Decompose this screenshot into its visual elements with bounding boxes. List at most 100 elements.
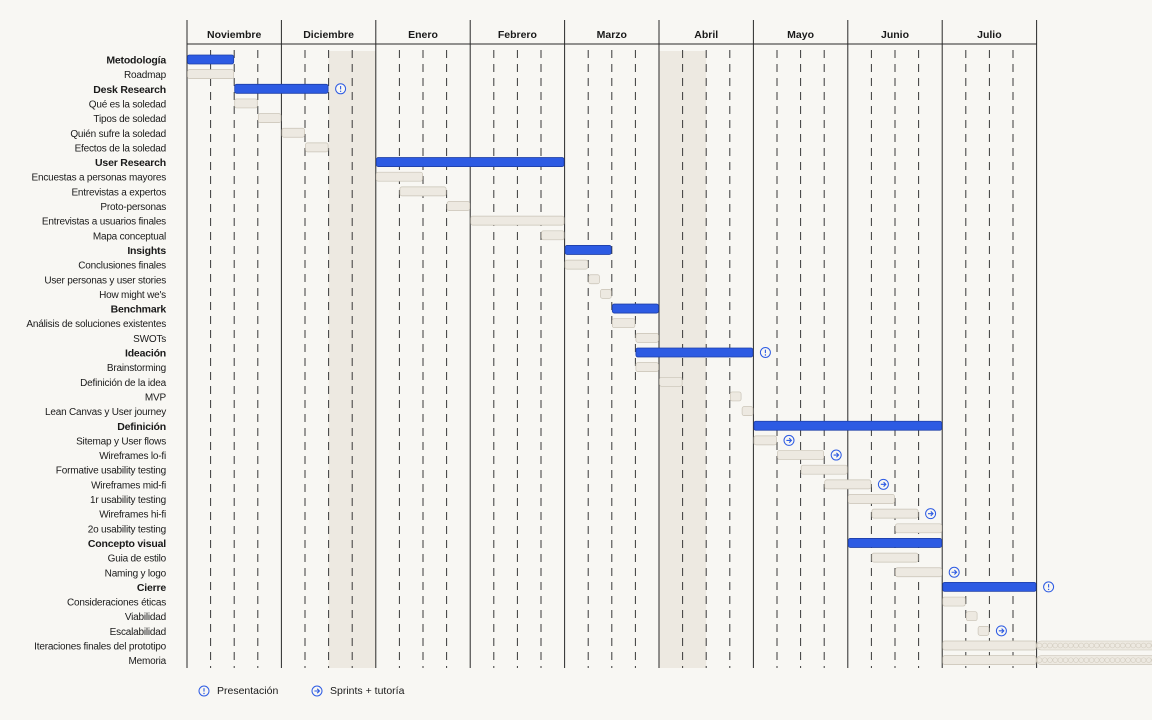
task-label: Conclusiones finales (78, 261, 166, 272)
task-bar-extension (1036, 640, 1152, 651)
task-label: User personas y user stories (44, 275, 166, 286)
phase-bar (187, 54, 235, 65)
presentation-icon (335, 83, 347, 95)
phase-label: Definición (117, 421, 166, 433)
task-bar (741, 406, 754, 416)
task-bar (942, 596, 966, 607)
task-label: SWOTs (133, 334, 166, 345)
arrow-right-circle-icon (830, 449, 842, 461)
month-label: Diciembre (303, 29, 354, 41)
task-bar (305, 142, 329, 153)
legend-label: Sprints + tutoría (330, 685, 405, 697)
task-label: Wireframes lo-fi (99, 451, 166, 462)
task-label: Viabilidad (125, 612, 166, 623)
phase-bar (753, 420, 943, 431)
task-label: Iteraciones finales del prototipo (34, 642, 166, 653)
task-bar (234, 98, 258, 109)
task-bar (847, 494, 895, 504)
month-label: Abril (694, 29, 718, 41)
task-bar (977, 625, 990, 636)
grid-lines (186, 20, 1038, 668)
task-bar (895, 523, 943, 534)
row-labels: Metodología Roadmap Desk Research Qué es la… (26, 55, 166, 668)
task-label: Wireframes mid-fi (91, 480, 166, 491)
task-label: Proto-personas (100, 202, 166, 213)
task-bar-extension (1036, 655, 1152, 665)
phase-label: Ideación (125, 348, 166, 360)
task-label: Sitemap y User flows (76, 436, 166, 447)
bars (187, 54, 1152, 666)
task-bar (965, 611, 978, 622)
task-bar (635, 362, 659, 372)
phase-label: Benchmark (111, 304, 167, 316)
task-bar (777, 450, 825, 460)
task-bar (375, 171, 423, 182)
arrow-right-circle-icon (311, 685, 323, 697)
presentation-icon (1043, 581, 1055, 593)
legend-label: Presentación (217, 685, 279, 697)
task-bar (600, 289, 612, 299)
phase-label: Insights (127, 245, 166, 257)
task-label: Brainstorming (107, 363, 166, 374)
month-label: Junio (881, 29, 909, 41)
month-label: Mayo (787, 29, 814, 41)
task-bar (281, 127, 305, 138)
task-label: Qué es la soledad (89, 99, 166, 110)
task-label: 1r usability testing (90, 495, 166, 506)
month-label: Julio (977, 29, 1002, 41)
month-label: Enero (408, 29, 438, 41)
month-headers: Noviembre Diciembre Enero Febrero Marzo Abril… (207, 29, 1002, 41)
task-bar (541, 230, 565, 241)
task-bar (942, 640, 1037, 651)
phase-label: User Research (95, 157, 166, 169)
task-label: Naming y logo (105, 568, 167, 579)
arrow-right-circle-icon (948, 566, 960, 578)
task-label: Encuestas a personas mayores (32, 173, 167, 184)
task-label: Escalabilidad (110, 627, 166, 638)
phase-label: Desk Research (93, 84, 166, 96)
task-label: Efectos de la soledad (75, 143, 166, 154)
phase-label: Metodología (106, 55, 166, 67)
task-label: Definición de la idea (80, 378, 166, 389)
task-bar (588, 274, 600, 285)
task-label: Guia de estilo (108, 554, 167, 565)
task-bar (871, 508, 919, 519)
task-bar (187, 69, 235, 80)
arrow-right-circle-icon (925, 508, 937, 520)
task-label: Entrevistas a expertos (71, 187, 166, 198)
task-bar (729, 391, 742, 402)
arrow-right-circle-icon (783, 434, 795, 446)
task-bar (564, 259, 589, 270)
task-label: Entrevistas a usuarios finales (42, 217, 166, 228)
phase-bar (942, 582, 1037, 592)
task-label: How might we's (99, 290, 166, 301)
task-label: Mapa conceptual (93, 231, 166, 242)
task-label: Lean Canvas y User journey (45, 407, 166, 418)
task-label: 2o usability testing (88, 524, 166, 535)
phase-bar (234, 83, 329, 94)
task-bar (895, 567, 943, 578)
task-label: Wireframes hi-fi (99, 510, 166, 521)
arrow-right-circle-icon (995, 625, 1007, 637)
phase-label: Concepto visual (88, 538, 166, 550)
task-label: MVP (145, 392, 167, 403)
task-bar (611, 318, 636, 329)
task-label: Consideraciones éticas (67, 598, 166, 609)
presentation-icon (198, 685, 210, 697)
task-bar (942, 655, 1037, 666)
arrow-right-circle-icon (877, 478, 889, 490)
phase-bar (564, 245, 612, 255)
month-label: Febrero (498, 29, 537, 41)
task-label: Análisis de soluciones existentes (26, 319, 166, 330)
task-label: Formative usability testing (56, 466, 166, 477)
task-label: Tipos de soledad (93, 114, 166, 125)
task-bar (446, 201, 471, 211)
task-bar (257, 113, 282, 123)
task-bar (470, 215, 565, 226)
month-label: Noviembre (207, 29, 261, 41)
legend-presentation: Presentación (198, 683, 278, 699)
phase-label: Cierre (137, 582, 167, 594)
phase-bar (611, 303, 659, 314)
task-label: Roadmap (124, 70, 167, 81)
